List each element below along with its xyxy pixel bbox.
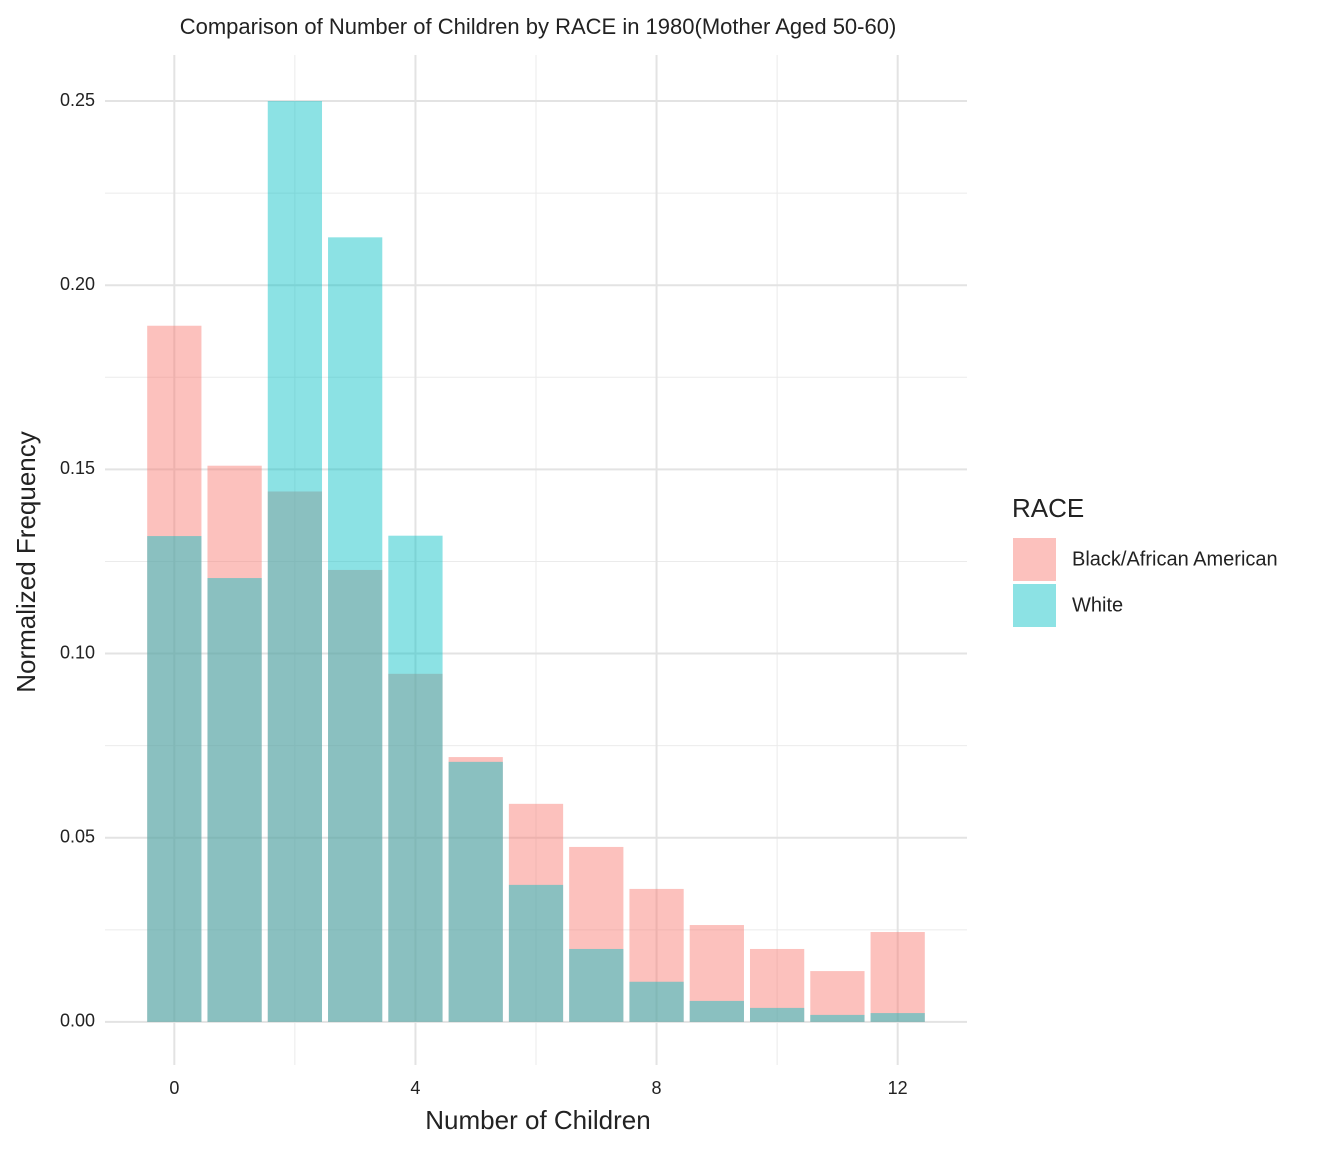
bar — [147, 536, 202, 1022]
bar — [267, 491, 323, 1022]
x-tick-label: 4 — [410, 1078, 420, 1098]
bar — [388, 673, 443, 1022]
x-axis-title: Number of Children — [425, 1105, 650, 1135]
bar — [207, 465, 262, 1022]
bar — [870, 932, 925, 1022]
bar — [328, 237, 383, 1022]
bar — [749, 948, 805, 1022]
bar — [448, 761, 503, 1022]
bar — [749, 1007, 805, 1022]
bar — [508, 803, 564, 1022]
bar — [629, 981, 684, 1022]
bar — [508, 884, 564, 1022]
y-tick-label: 0.10 — [60, 642, 95, 662]
y-tick-label: 0.20 — [60, 274, 95, 294]
y-axis-title: Normalized Frequency — [11, 431, 41, 693]
x-tick-label: 0 — [169, 1078, 179, 1098]
bar — [689, 925, 744, 1022]
bar — [267, 101, 323, 1022]
x-tick-label: 8 — [652, 1078, 662, 1098]
grid — [105, 55, 967, 1065]
bar — [388, 535, 443, 1022]
legend-key — [1013, 584, 1056, 627]
y-tick-label: 0.05 — [60, 826, 95, 846]
legend-label: White — [1072, 594, 1123, 616]
bar — [810, 971, 865, 1022]
bar — [448, 757, 503, 1022]
legend-label: Black/African American — [1072, 548, 1278, 570]
y-tick-label: 0.15 — [60, 458, 95, 478]
legend-title: RACE — [1012, 493, 1084, 523]
bar — [810, 1014, 865, 1022]
x-tick-label: 12 — [888, 1078, 908, 1098]
bar — [629, 888, 684, 1022]
y-tick-label: 0.25 — [60, 90, 95, 110]
bar — [207, 578, 262, 1022]
bar — [328, 569, 383, 1022]
bar — [569, 948, 624, 1022]
bar — [689, 1000, 744, 1022]
chart-title: Comparison of Number of Children by RACE… — [180, 14, 897, 39]
bar — [147, 325, 202, 1022]
y-tick-label: 0.00 — [60, 1011, 95, 1031]
legend-key — [1013, 538, 1056, 581]
bar — [569, 846, 624, 1022]
bar — [870, 1013, 925, 1022]
